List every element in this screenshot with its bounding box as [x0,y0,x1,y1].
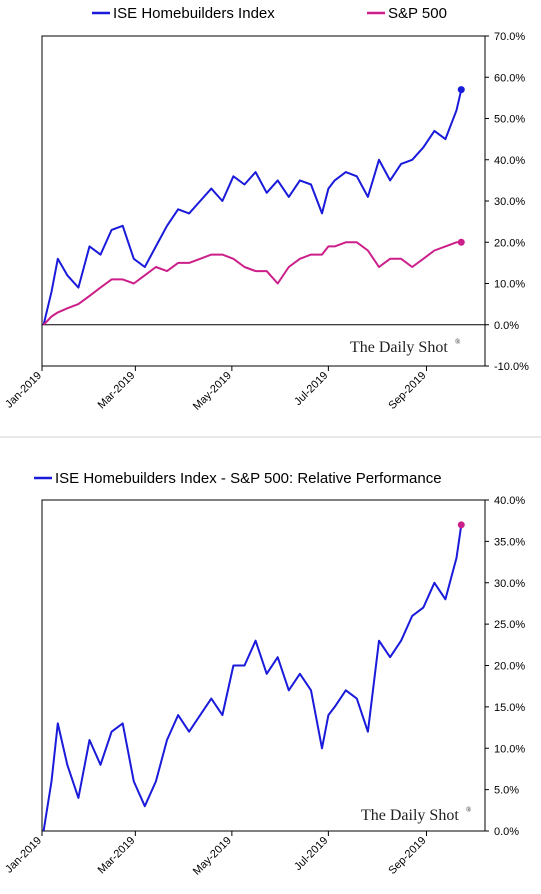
chart-2-x-tick-label: May-2019 [191,835,234,878]
chart-1-y-tick-label: 0.0% [494,320,519,332]
chart-2-y-tick-label: 40.0% [494,495,525,507]
chart-2-y-tick-label: 15.0% [494,702,525,714]
chart-2-x-axis: Jan-2019 Mar-2019 May-2019 Jul-2019 Sep-2019 [3,831,429,878]
chart-1-watermark: The Daily Shot ® [350,338,461,356]
chart-2-y-tick-label: 25.0% [494,619,525,631]
chart-1-y-tick-label: 40.0% [494,155,525,167]
chart-2-legend-label: ISE Homebuilders Index - S&P 500: Relati… [55,470,442,487]
chart-2-x-tick-label: Mar-2019 [96,835,138,877]
chart-2-watermark-text: The Daily Shot [361,807,459,824]
chart-1-legend: ISE Homebuilders Index S&P 500 [92,5,447,22]
chart-2-y-tick-label: 10.0% [494,743,525,755]
chart-1-series-line-1 [42,241,462,326]
chart-2-y-tick-label: 35.0% [494,536,525,548]
chart-2: ISE Homebuilders Index - S&P 500: Relati… [3,470,525,878]
chart-1-y-tick-label: 30.0% [494,196,525,208]
chart-1-legend-label-ise: ISE Homebuilders Index [113,5,275,22]
chart-1-x-tick-label: Sep-2019 [386,370,428,412]
chart-2-y-tick-label: 20.0% [494,661,525,673]
chart-2-x-tick-label: Jan-2019 [3,835,44,876]
chart-2-legend: ISE Homebuilders Index - S&P 500: Relati… [34,470,442,487]
chart-2-series [42,521,465,832]
chart-2-series-endpoint-0 [457,521,465,529]
chart-1-series-endpoint-0 [457,86,465,94]
chart-1-x-axis: Jan-2019 Mar-2019 May-2019 Jul-2019 Sep-2019 [3,366,429,413]
chart-1-y-axis: -10.0% 0.0% 10.0% 20.0% 30.0% 40.0% 50.0% 60.0%… [42,31,529,373]
chart-2-x-tick-label: Jul-2019 [292,835,330,873]
chart-2-y-tick-label: 30.0% [494,578,525,590]
chart-1: ISE Homebuilders Index S&P 500 -10.0% 0.0… [3,5,529,413]
chart-1-watermark-mark: ® [455,338,461,346]
chart-1-series-endpoint-1 [457,238,465,246]
chart-1-legend-label-sp500: S&P 500 [388,5,447,22]
chart-2-x-tick-label: Sep-2019 [386,835,428,877]
chart-1-series [42,86,465,326]
chart-1-y-tick-label: 60.0% [494,72,525,84]
chart-1-y-tick-label: -10.0% [494,361,529,373]
chart-1-watermark-text: The Daily Shot [350,339,448,356]
chart-1-x-tick-label: Jul-2019 [292,370,330,408]
chart-2-y-tick-label: 0.0% [494,826,519,838]
chart-1-y-tick-label: 70.0% [494,31,525,43]
chart-2-watermark-mark: ® [466,806,472,814]
chart-2-y-tick-label: 5.0% [494,785,519,797]
chart-2-watermark: The Daily Shot ® [361,806,472,824]
chart-1-x-tick-label: May-2019 [191,370,234,413]
chart-1-y-tick-label: 20.0% [494,237,525,249]
chart-2-y-axis: 0.0% 5.0% 10.0% 15.0% 20.0% 25.0% 30.0% 35.0% 40… [485,495,525,838]
chart-2-series-line-0 [42,524,463,832]
chart-1-series-line-0 [42,89,463,326]
chart-1-y-tick-label: 10.0% [494,279,525,291]
chart-1-x-tick-label: Jan-2019 [3,370,44,411]
chart-1-x-tick-label: Mar-2019 [96,370,138,412]
chart-1-y-tick-label: 50.0% [494,114,525,126]
chart-1-plot-frame [41,35,486,367]
